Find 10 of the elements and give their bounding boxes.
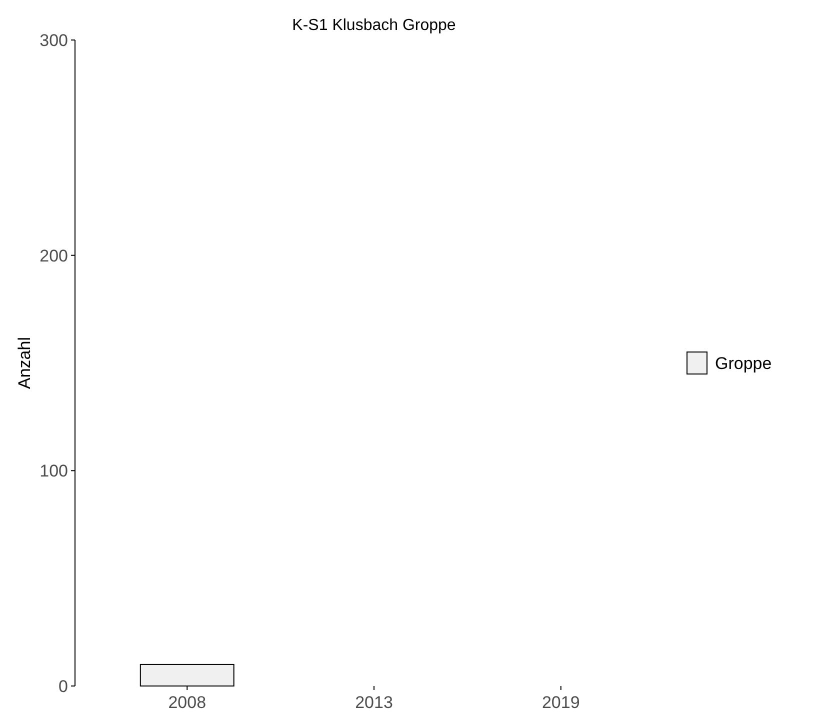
y-axis-title: Anzahl xyxy=(15,337,34,389)
y-tick-label: 200 xyxy=(40,246,68,266)
x-tick-label: 2013 xyxy=(355,693,393,712)
x-tick-label: 2008 xyxy=(168,693,206,712)
x-tick-label: 2019 xyxy=(542,693,580,712)
y-tick-label: 100 xyxy=(40,462,68,481)
chart-title: K-S1 Klusbach Groppe xyxy=(292,17,456,34)
legend-label: Groppe xyxy=(715,354,772,373)
y-tick-label: 0 xyxy=(58,676,68,696)
y-tick-label: 300 xyxy=(40,30,68,50)
